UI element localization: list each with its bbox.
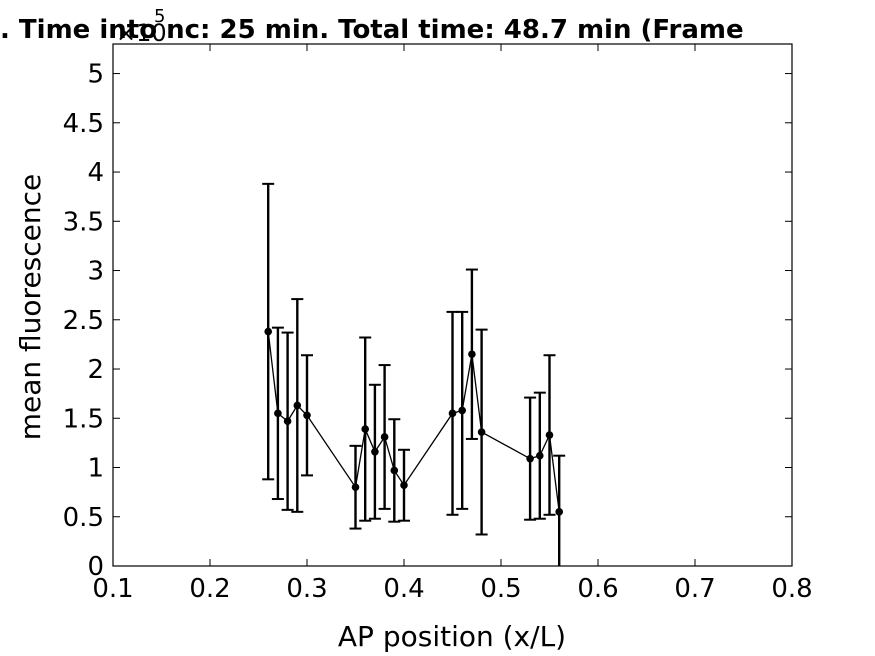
data-series — [264, 327, 563, 516]
data-point — [536, 451, 544, 460]
x-axis-label: AP position (x/L) — [338, 620, 566, 653]
data-point — [400, 481, 408, 490]
data-point — [371, 447, 379, 456]
y-tick-label: 2.5 — [63, 306, 104, 336]
data-point — [303, 411, 311, 420]
data-point — [545, 431, 554, 439]
y-tick-label: 1 — [87, 454, 104, 484]
y-tick-label: 2 — [87, 355, 104, 385]
y-tick-label: 4.5 — [63, 109, 104, 139]
data-point — [477, 428, 486, 436]
x-tick-label: 0.2 — [189, 574, 230, 604]
x-tick-label: 0.3 — [286, 574, 327, 604]
y-tick-label: 3 — [87, 257, 104, 287]
y-tick-label: 1.5 — [63, 404, 104, 434]
data-point — [274, 409, 282, 418]
plot-area-frame — [112, 43, 793, 567]
data-point — [351, 483, 360, 492]
data-point — [390, 466, 399, 475]
x-tick-label: 0.4 — [383, 574, 424, 604]
y-tick-label: 4 — [87, 158, 104, 188]
data-point — [264, 327, 273, 336]
data-point — [555, 508, 563, 516]
error-bars — [262, 182, 566, 566]
y-axis-ticks: 0 0.5 1 1.5 2 2.5 3 3.5 4 4.5 5 — [63, 60, 792, 582]
data-point — [448, 409, 457, 418]
y-tick-label: 5 — [87, 60, 104, 90]
y-axis-label: mean fluorescence — [14, 174, 47, 441]
y-axis-exponent-power: 5 — [154, 6, 165, 27]
series-line — [267, 331, 560, 512]
x-tick-label: 0.5 — [480, 574, 521, 604]
data-point — [468, 350, 476, 359]
x-tick-label: 0.1 — [92, 574, 133, 604]
y-tick-label: 3.5 — [63, 207, 104, 237]
x-tick-label: 0.8 — [771, 574, 812, 604]
x-axis-ticks: 0.1 0.2 0.3 0.4 0.5 0.6 0.7 0.8 — [92, 44, 813, 604]
x-tick-label: 0.7 — [674, 574, 715, 604]
data-point — [361, 425, 370, 433]
data-point — [380, 433, 389, 441]
y-tick-label: 0 — [87, 552, 104, 582]
y-axis-exponent-base: ×10 — [116, 19, 167, 47]
data-point — [458, 406, 467, 415]
data-point — [293, 401, 302, 410]
chart-title: . Time into nc: 25 min. Total time: 48.7… — [0, 15, 744, 45]
data-point — [283, 417, 292, 426]
x-tick-label: 0.6 — [577, 574, 618, 604]
y-tick-label: 0.5 — [63, 503, 104, 533]
data-point — [526, 454, 534, 463]
